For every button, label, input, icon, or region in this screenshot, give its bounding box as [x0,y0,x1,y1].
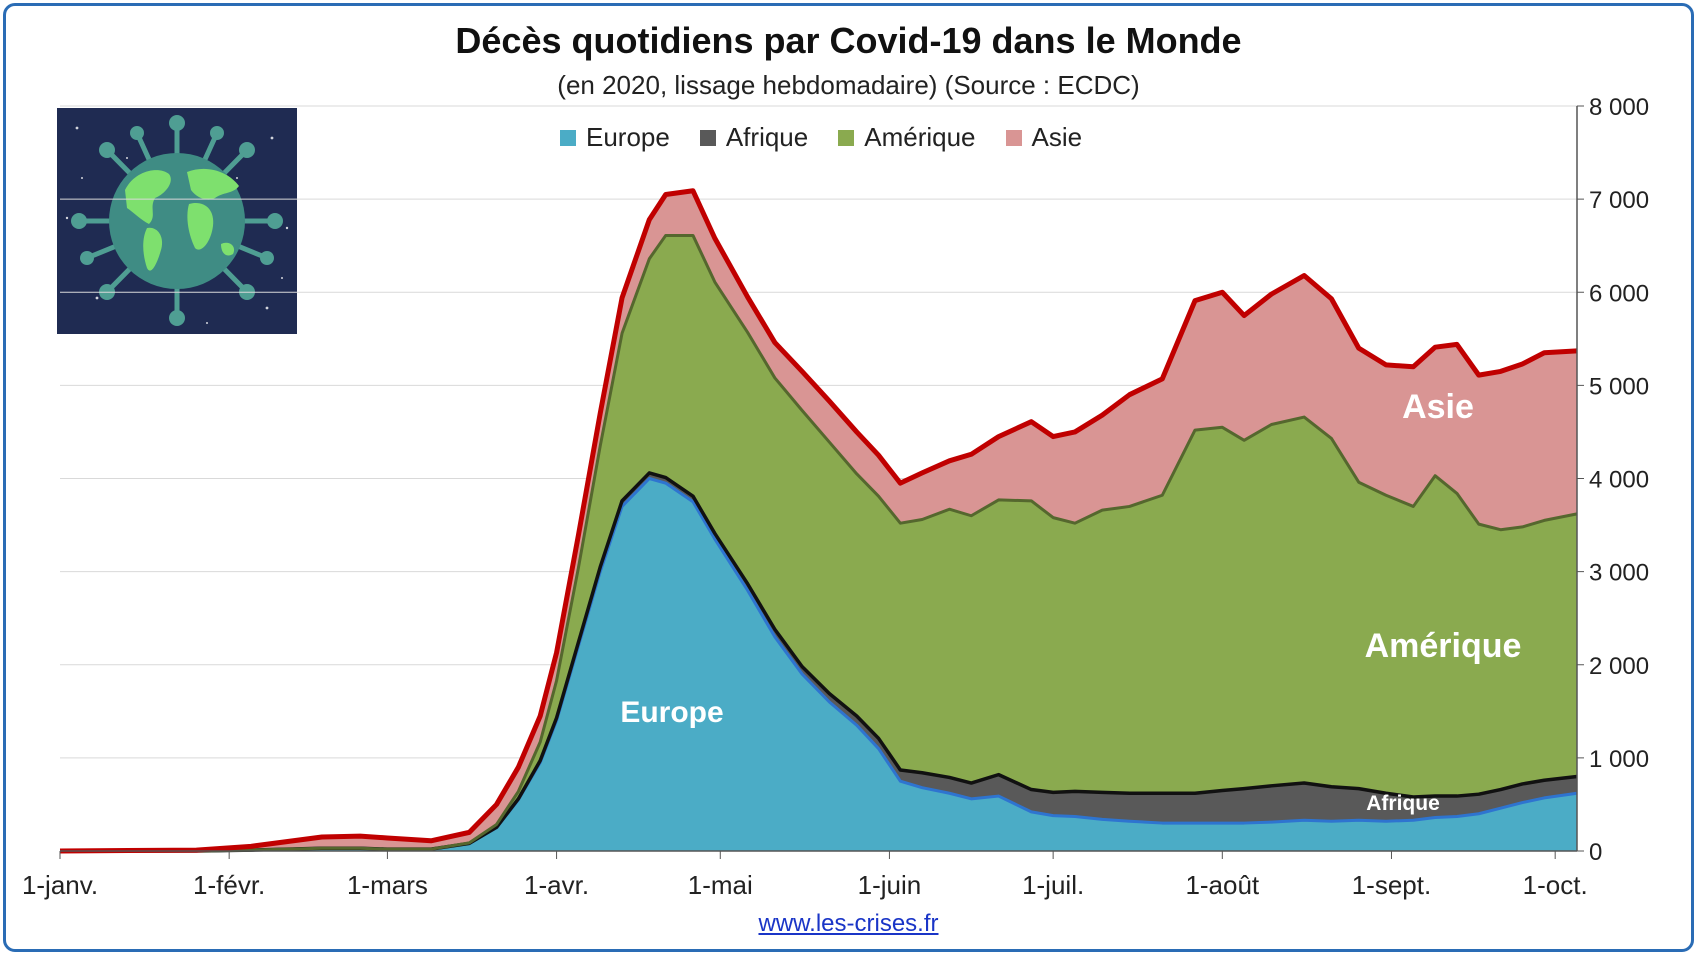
legend-label-asie: Asie [1031,122,1083,152]
source-link-container: www.les-crises.fr [0,910,1697,938]
source-link[interactable]: www.les-crises.fr [758,910,939,937]
legend-swatch-amerique [838,129,855,146]
legend-label-afrique: Afrique [725,122,809,152]
legend-label-europe: Europe [586,122,670,152]
legend-item-europe: Europe [560,122,670,153]
legend-item-asie: Asie [1005,122,1083,153]
virus-globe-icon [57,108,297,334]
chart-legend: Europe Afrique Amérique Asie [560,122,1082,153]
legend-item-amerique: Amérique [838,122,976,153]
legend-label-amerique: Amérique [864,122,976,152]
legend-swatch-europe [560,129,576,146]
legend-item-afrique: Afrique [699,122,809,153]
legend-swatch-asie [1005,129,1022,146]
legend-swatch-afrique [699,129,716,146]
chart-title: Décès quotidiens par Covid-19 dans le Mo… [455,20,1242,61]
chart-subtitle: (en 2020, lissage hebdomadaire) (Source … [557,70,1140,100]
